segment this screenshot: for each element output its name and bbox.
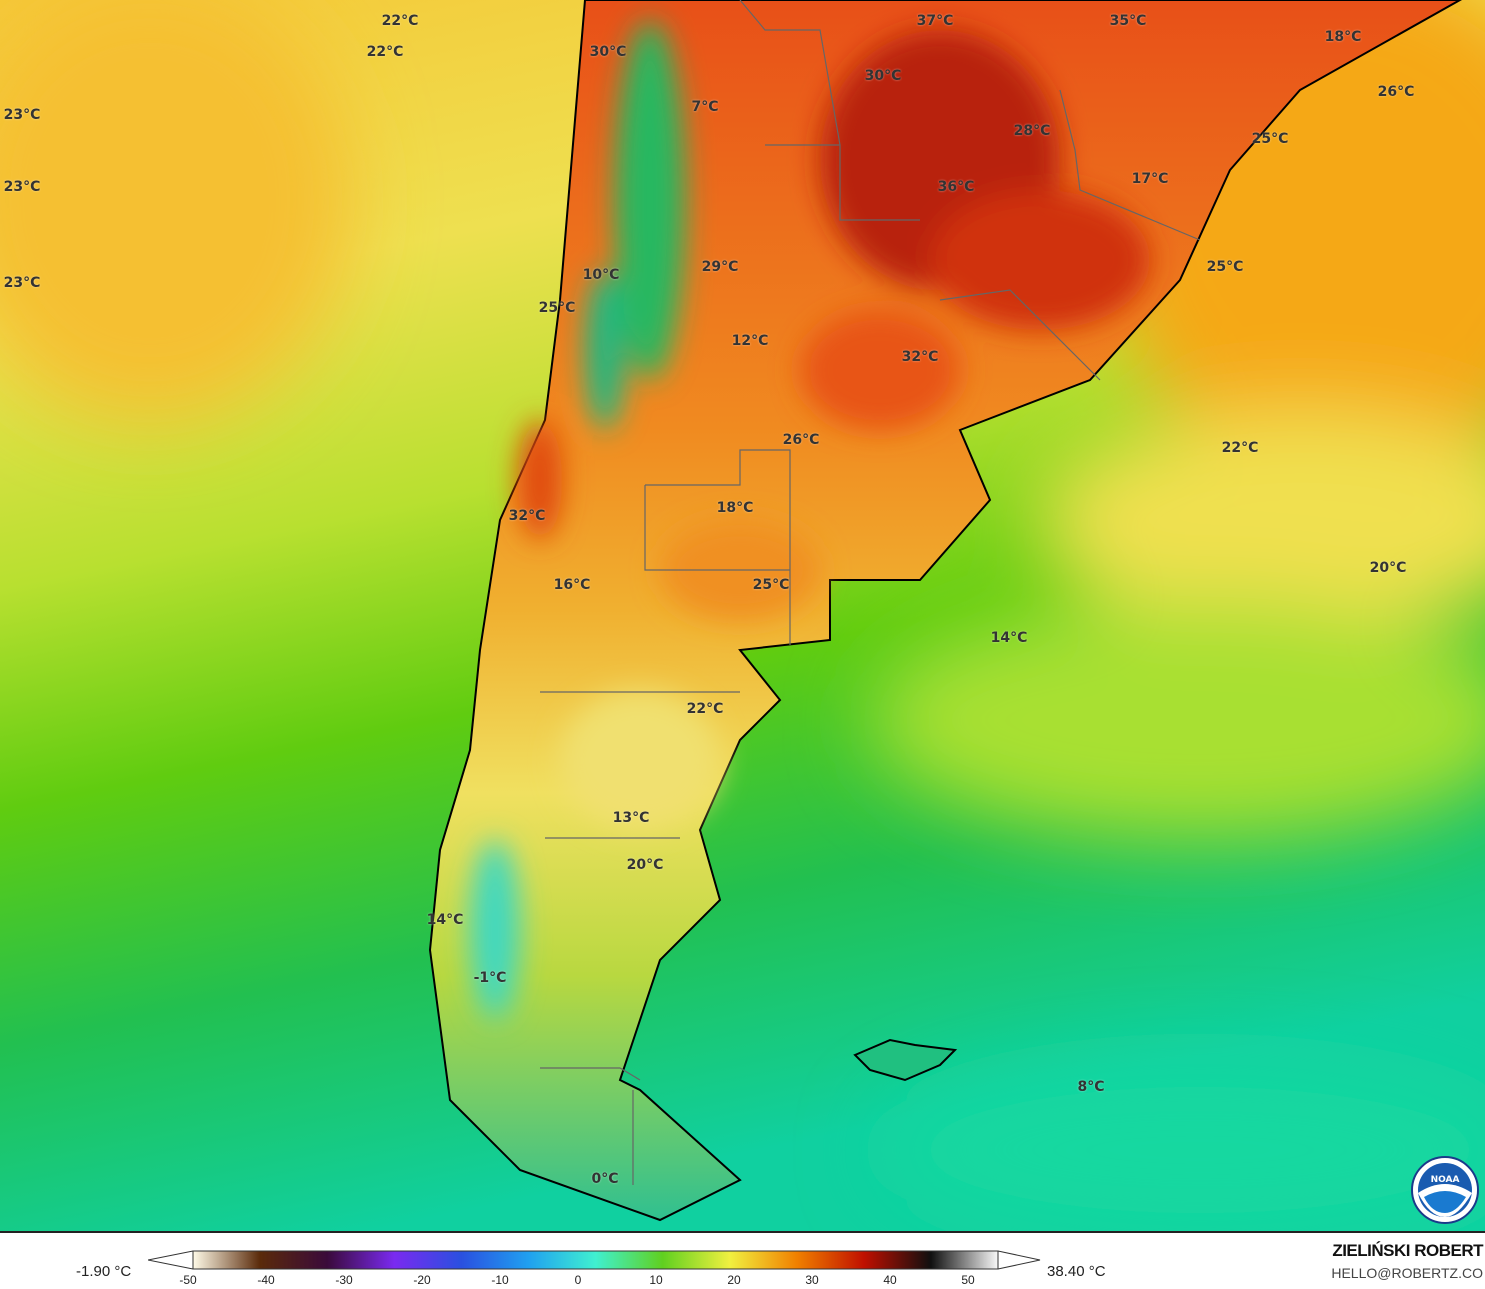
temperature-label: 37°C	[916, 13, 954, 29]
temperature-label: -1°C	[473, 970, 507, 986]
temperature-label: 30°C	[864, 68, 902, 84]
temperature-label: 16°C	[553, 577, 591, 593]
temperature-map	[0, 0, 1485, 1231]
temperature-label: 25°C	[1251, 131, 1289, 147]
legend-tick: 20	[727, 1273, 741, 1287]
temperature-label: 36°C	[937, 179, 975, 195]
temperature-label: 18°C	[716, 500, 754, 516]
temperature-label: 22°C	[1221, 440, 1259, 456]
temperature-label: 30°C	[589, 44, 627, 60]
temperature-label: 14°C	[426, 912, 464, 928]
temperature-label: 14°C	[990, 630, 1028, 646]
temperature-label: 23°C	[3, 179, 41, 195]
temperature-label: 23°C	[3, 275, 41, 291]
temperature-label: 22°C	[686, 701, 724, 717]
temperature-label: 25°C	[752, 577, 790, 593]
temperature-label: 0°C	[591, 1171, 619, 1187]
svg-text:NOAA: NOAA	[1431, 1175, 1460, 1185]
temperature-label: 10°C	[582, 267, 620, 283]
legend-tick: -10	[491, 1273, 509, 1287]
legend-tick: 0	[574, 1273, 582, 1287]
legend-tick: -30	[335, 1273, 353, 1287]
temperature-label: 25°C	[538, 300, 576, 316]
legend-tick: -20	[413, 1273, 431, 1287]
temperature-label: 20°C	[626, 857, 664, 873]
temperature-label: 22°C	[366, 44, 404, 60]
landmass	[428, 0, 1463, 1222]
temperature-label: 7°C	[691, 99, 719, 115]
legend-tick: 40	[883, 1273, 897, 1287]
temperature-label: 32°C	[901, 349, 939, 365]
legend-tick: -50	[179, 1273, 197, 1287]
temperature-label: 28°C	[1013, 123, 1051, 139]
color-scale-bar	[148, 1250, 1041, 1270]
legend-tick: 30	[805, 1273, 819, 1287]
legend-tick: 50	[961, 1273, 975, 1287]
falkland-islands	[853, 1038, 958, 1082]
legend-tick: 10	[649, 1273, 663, 1287]
temperature-label: 35°C	[1109, 13, 1147, 29]
temperature-label: 18°C	[1324, 29, 1362, 45]
legend-footer: -1.90 °C -50 -40 -30 -20 -10 0 10 20 30 40 50 38.4…	[0, 1231, 1485, 1289]
temperature-label: 8°C	[1077, 1079, 1105, 1095]
legend-max-value: 38.40 °C	[1047, 1263, 1106, 1280]
temperature-label: 22°C	[381, 13, 419, 29]
temperature-label: 12°C	[731, 333, 769, 349]
temperature-label: 25°C	[1206, 259, 1244, 275]
legend-tick: -40	[257, 1273, 275, 1287]
author-credit: ZIELIŃSKI ROBERT	[1332, 1241, 1483, 1260]
temperature-label: 29°C	[701, 259, 739, 275]
temperature-label: 20°C	[1369, 560, 1407, 576]
borders	[540, 0, 1201, 1185]
temperature-label: 13°C	[612, 810, 650, 826]
legend-min-value: -1.90 °C	[76, 1263, 132, 1280]
temperature-label: 26°C	[782, 432, 820, 448]
land-anomalies	[470, 20, 1150, 1020]
noaa-logo: NOAA	[1410, 1155, 1480, 1229]
temperature-label: 23°C	[3, 107, 41, 123]
author-email: HELLO@ROBERTZ.CO	[1331, 1265, 1483, 1281]
ocean-anomalies	[0, 0, 1485, 1231]
temperature-label: 17°C	[1131, 171, 1169, 187]
temperature-label: 32°C	[508, 508, 546, 524]
temperature-label: 26°C	[1377, 84, 1415, 100]
